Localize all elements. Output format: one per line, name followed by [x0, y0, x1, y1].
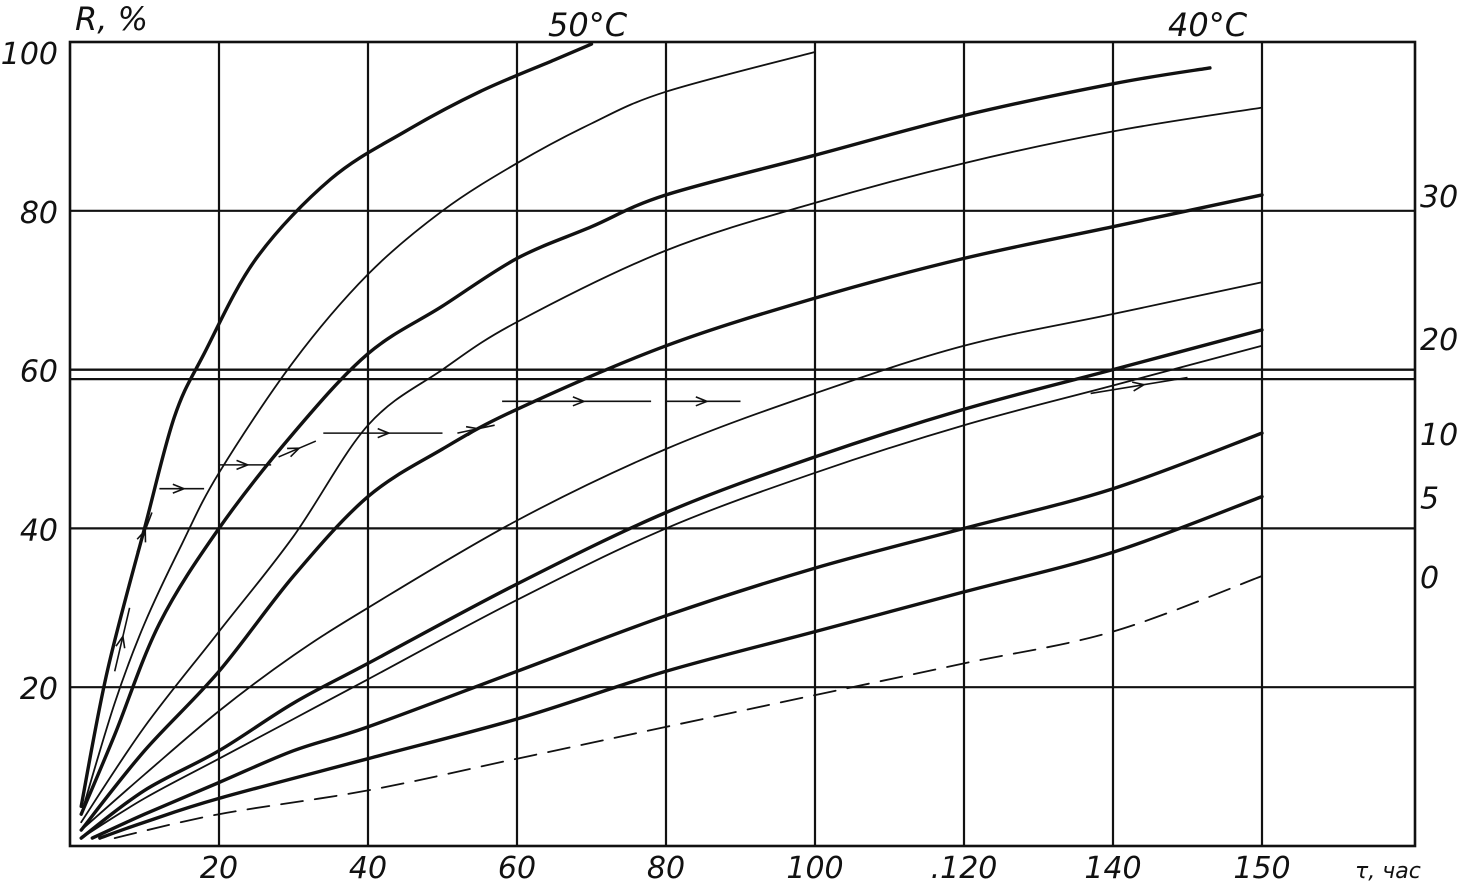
path-arrowhead-1 [136, 528, 147, 543]
right-label-2: 10 [1420, 418, 1458, 453]
x-ticks: 20 40 60 80 100 .120 140 150 τ, час [200, 851, 1421, 886]
path-arrowhead-8 [695, 396, 710, 407]
series-line-5 [80, 281, 1263, 831]
series-line-1 [80, 51, 816, 816]
y-tick-label-1: 80 [20, 196, 58, 231]
y-tick-label-0: 100 [1, 37, 58, 72]
plot-frame [68, 40, 1417, 848]
series-line-7 [80, 344, 1263, 839]
header-label-40c: 40°C [1168, 6, 1248, 44]
series-line-4 [79, 193, 1264, 832]
series-line-9 [98, 494, 1264, 840]
right-label-3: 5 [1420, 482, 1439, 517]
right-label-0: 30 [1420, 180, 1458, 215]
x-tick-label-4: 100 [786, 851, 843, 886]
path-arrowhead-9 [1132, 381, 1147, 392]
y-tick-label-3: 40 [20, 513, 58, 548]
x-axis-label: τ, час [1355, 859, 1421, 884]
curves [79, 42, 1264, 840]
path-segment-0 [113, 607, 131, 672]
path-arrowhead-3 [236, 459, 250, 471]
path-arrowhead-6 [465, 425, 480, 437]
series-line-10 [113, 575, 1263, 839]
series-line-8 [90, 431, 1264, 840]
path-arrowhead-5 [377, 427, 392, 439]
x-tick-label-6: 140 [1084, 851, 1141, 886]
y-tick-label-4: 20 [20, 672, 58, 707]
x-tick-label-5: .120 [931, 851, 998, 886]
path-segment-9 [1090, 376, 1188, 395]
series-line-3 [80, 106, 1263, 824]
x-tick-label-2: 60 [498, 851, 536, 886]
path-arrowhead-4 [287, 447, 302, 458]
path-arrowhead-0 [115, 634, 126, 649]
x-tick-label-7: 150 [1233, 851, 1290, 886]
series-line-0 [79, 42, 594, 808]
series-line-6 [79, 328, 1264, 840]
y-ticks: 100 80 60 40 20 [1, 37, 58, 707]
header-label-50c: 50°C [548, 6, 628, 44]
path-arrows [113, 376, 1188, 672]
path-arrowhead-2 [172, 483, 187, 494]
y-axis-label: R, % [75, 0, 148, 38]
y-tick-label-2: 60 [20, 355, 58, 390]
right-labels: 30 20 10 5 0 [1420, 180, 1458, 596]
right-label-1: 20 [1420, 323, 1458, 358]
x-tick-label-3: 80 [647, 851, 685, 886]
right-label-4: 0 [1420, 561, 1439, 596]
path-arrowhead-7 [572, 396, 587, 407]
x-tick-label-1: 40 [349, 851, 387, 886]
grid [70, 42, 1415, 846]
series-line-2 [79, 66, 1212, 816]
x-tick-label-0: 20 [200, 851, 238, 886]
